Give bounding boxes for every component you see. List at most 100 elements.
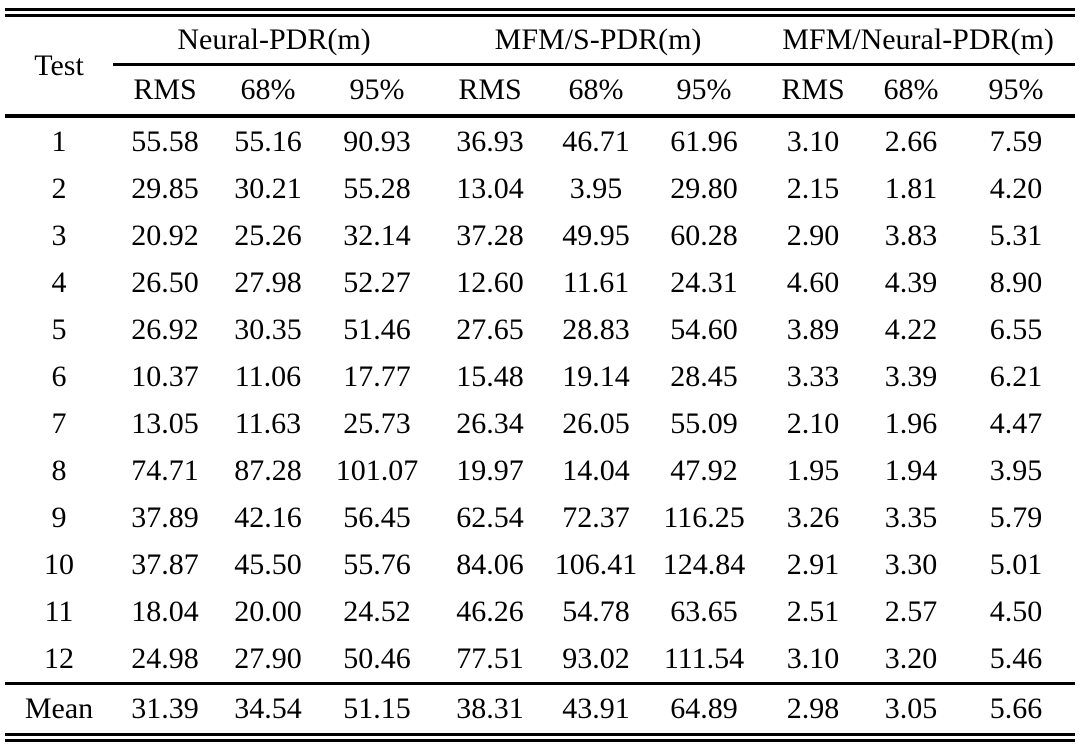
value-cell: 5.66 xyxy=(957,682,1076,733)
value-cell: 2.98 xyxy=(761,682,866,733)
table-row: 6 10.37 11.06 17.77 15.48 19.14 28.45 3.33 3.39 6… xyxy=(5,353,1075,400)
table-row: 7 13.05 11.63 25.73 26.34 26.05 55.09 2.10 1.96 4… xyxy=(5,400,1075,447)
value-cell: 3.05 xyxy=(865,682,958,733)
table-row: 11 18.04 20.00 24.52 46.26 54.78 63.65 2.51 2.57… xyxy=(5,588,1075,635)
row-label: 12 xyxy=(44,641,74,675)
value-cell: 1.95 xyxy=(786,453,840,487)
table-row: 1 55.58 55.16 90.93 36.93 46.71 61.96 3.10 2.66 7… xyxy=(5,116,1075,165)
value-cell: 6.55 xyxy=(989,312,1043,346)
value-cell: 28.45 xyxy=(670,359,738,393)
value-cell: 1.96 xyxy=(884,406,938,440)
value-cell: 6.21 xyxy=(989,359,1043,393)
value-cell: 28.83 xyxy=(562,312,630,346)
value-cell: 27.65 xyxy=(456,312,524,346)
table-row: 2 29.85 30.21 55.28 13.04 3.95 29.80 2.15 1.81 4.… xyxy=(5,165,1075,212)
value-cell: 5.31 xyxy=(989,218,1043,252)
value-cell: 20.00 xyxy=(234,594,302,628)
row-label: 11 xyxy=(44,594,74,628)
value-cell: 4.60 xyxy=(786,265,840,299)
value-cell: 51.46 xyxy=(343,312,411,346)
group-header-neural-pdr: Neural-PDR(m) xyxy=(113,17,436,66)
value-cell: 2.51 xyxy=(786,594,840,628)
value-cell: 3.26 xyxy=(786,500,840,534)
value-cell: 60.28 xyxy=(670,218,738,252)
value-cell: 3.39 xyxy=(884,359,938,393)
value-cell: 46.71 xyxy=(562,124,630,158)
value-cell: 2.10 xyxy=(786,406,840,440)
results-table-figure: Test Neural-PDR(m) MFM/S-PDR(m) MFM/Neur… xyxy=(5,0,1076,742)
value-cell: 2.15 xyxy=(786,171,840,205)
value-cell: 24.98 xyxy=(131,641,199,675)
row-label: 4 xyxy=(51,265,67,299)
value-cell: 49.95 xyxy=(562,218,630,252)
value-cell: 4.50 xyxy=(989,594,1043,628)
col-header-68: 68% xyxy=(865,64,958,118)
value-cell: 37.89 xyxy=(131,500,199,534)
row-label: 10 xyxy=(44,547,74,581)
table-bottom-rule xyxy=(5,733,1075,742)
value-cell: 11.63 xyxy=(234,406,302,440)
value-cell: 37.87 xyxy=(131,547,199,581)
group-header-mfm-neural-pdr: MFM/Neural-PDR(m) xyxy=(761,17,1076,66)
value-cell: 38.31 xyxy=(435,682,546,733)
value-cell: 43.91 xyxy=(545,682,648,733)
value-cell: 54.78 xyxy=(562,594,630,628)
sub-header-row: RMS 68% 95% RMS 68% 95% RMS 68% 95% xyxy=(5,64,1076,118)
value-cell: 2.91 xyxy=(786,547,840,581)
value-cell: 25.26 xyxy=(234,218,302,252)
value-cell: 31.39 xyxy=(113,682,217,733)
col-header-test: Test xyxy=(5,17,113,118)
value-cell: 3.83 xyxy=(884,218,938,252)
value-cell: 72.37 xyxy=(562,500,630,534)
value-cell: 17.77 xyxy=(343,359,411,393)
col-header-68: 68% xyxy=(217,64,319,118)
value-cell: 11.06 xyxy=(234,359,302,393)
row-label: 9 xyxy=(51,500,67,534)
value-cell: 87.28 xyxy=(234,453,302,487)
col-header-95: 95% xyxy=(319,64,436,118)
value-cell: 3.10 xyxy=(786,641,840,675)
value-cell: 11.61 xyxy=(562,265,630,299)
value-cell: 5.01 xyxy=(989,547,1043,581)
value-cell: 24.31 xyxy=(670,265,738,299)
value-cell: 50.46 xyxy=(343,641,411,675)
row-label: Mean xyxy=(5,682,113,733)
value-cell: 5.46 xyxy=(989,641,1043,675)
pdr-results-table: Test Neural-PDR(m) MFM/S-PDR(m) MFM/Neur… xyxy=(5,17,1076,733)
value-cell: 27.90 xyxy=(234,641,302,675)
value-cell: 3.20 xyxy=(884,641,938,675)
value-cell: 15.48 xyxy=(456,359,524,393)
table-body: 1 55.58 55.16 90.93 36.93 46.71 61.96 3.10 2.66 7… xyxy=(5,116,1076,733)
value-cell: 7.59 xyxy=(989,124,1043,158)
col-header-95: 95% xyxy=(957,64,1076,118)
table-row: 10 37.87 45.50 55.76 84.06 106.41 124.84 2.91 3.… xyxy=(5,541,1075,588)
value-cell: 55.28 xyxy=(343,171,411,205)
col-header-68: 68% xyxy=(545,64,648,118)
value-cell: 62.54 xyxy=(456,500,524,534)
col-header-rms: RMS xyxy=(435,64,546,118)
value-cell: 29.80 xyxy=(670,171,738,205)
value-cell: 34.54 xyxy=(217,682,319,733)
value-cell: 18.04 xyxy=(131,594,199,628)
value-cell: 10.37 xyxy=(131,359,199,393)
value-cell: 61.96 xyxy=(670,124,738,158)
value-cell: 4.47 xyxy=(989,406,1043,440)
value-cell: 46.26 xyxy=(456,594,524,628)
value-cell: 5.79 xyxy=(989,500,1043,534)
table-row: 9 37.89 42.16 56.45 62.54 72.37 116.25 3.26 3.35… xyxy=(5,494,1075,541)
col-header-rms: RMS xyxy=(761,64,866,118)
value-cell: 55.58 xyxy=(131,124,199,158)
value-cell: 84.06 xyxy=(456,547,524,581)
value-cell: 116.25 xyxy=(663,500,745,534)
value-cell: 111.54 xyxy=(663,641,745,675)
value-cell: 19.14 xyxy=(562,359,630,393)
group-header-row: Test Neural-PDR(m) MFM/S-PDR(m) MFM/Neur… xyxy=(5,17,1076,118)
col-header-rms: RMS xyxy=(113,64,217,118)
value-cell: 52.27 xyxy=(343,265,411,299)
row-label: 2 xyxy=(51,171,67,205)
value-cell: 93.02 xyxy=(562,641,630,675)
table-row: 3 20.92 25.26 32.14 37.28 49.95 60.28 2.90 3.83 5… xyxy=(5,212,1075,259)
value-cell: 106.41 xyxy=(554,547,638,581)
col-header-95: 95% xyxy=(647,64,762,118)
value-cell: 74.71 xyxy=(131,453,199,487)
